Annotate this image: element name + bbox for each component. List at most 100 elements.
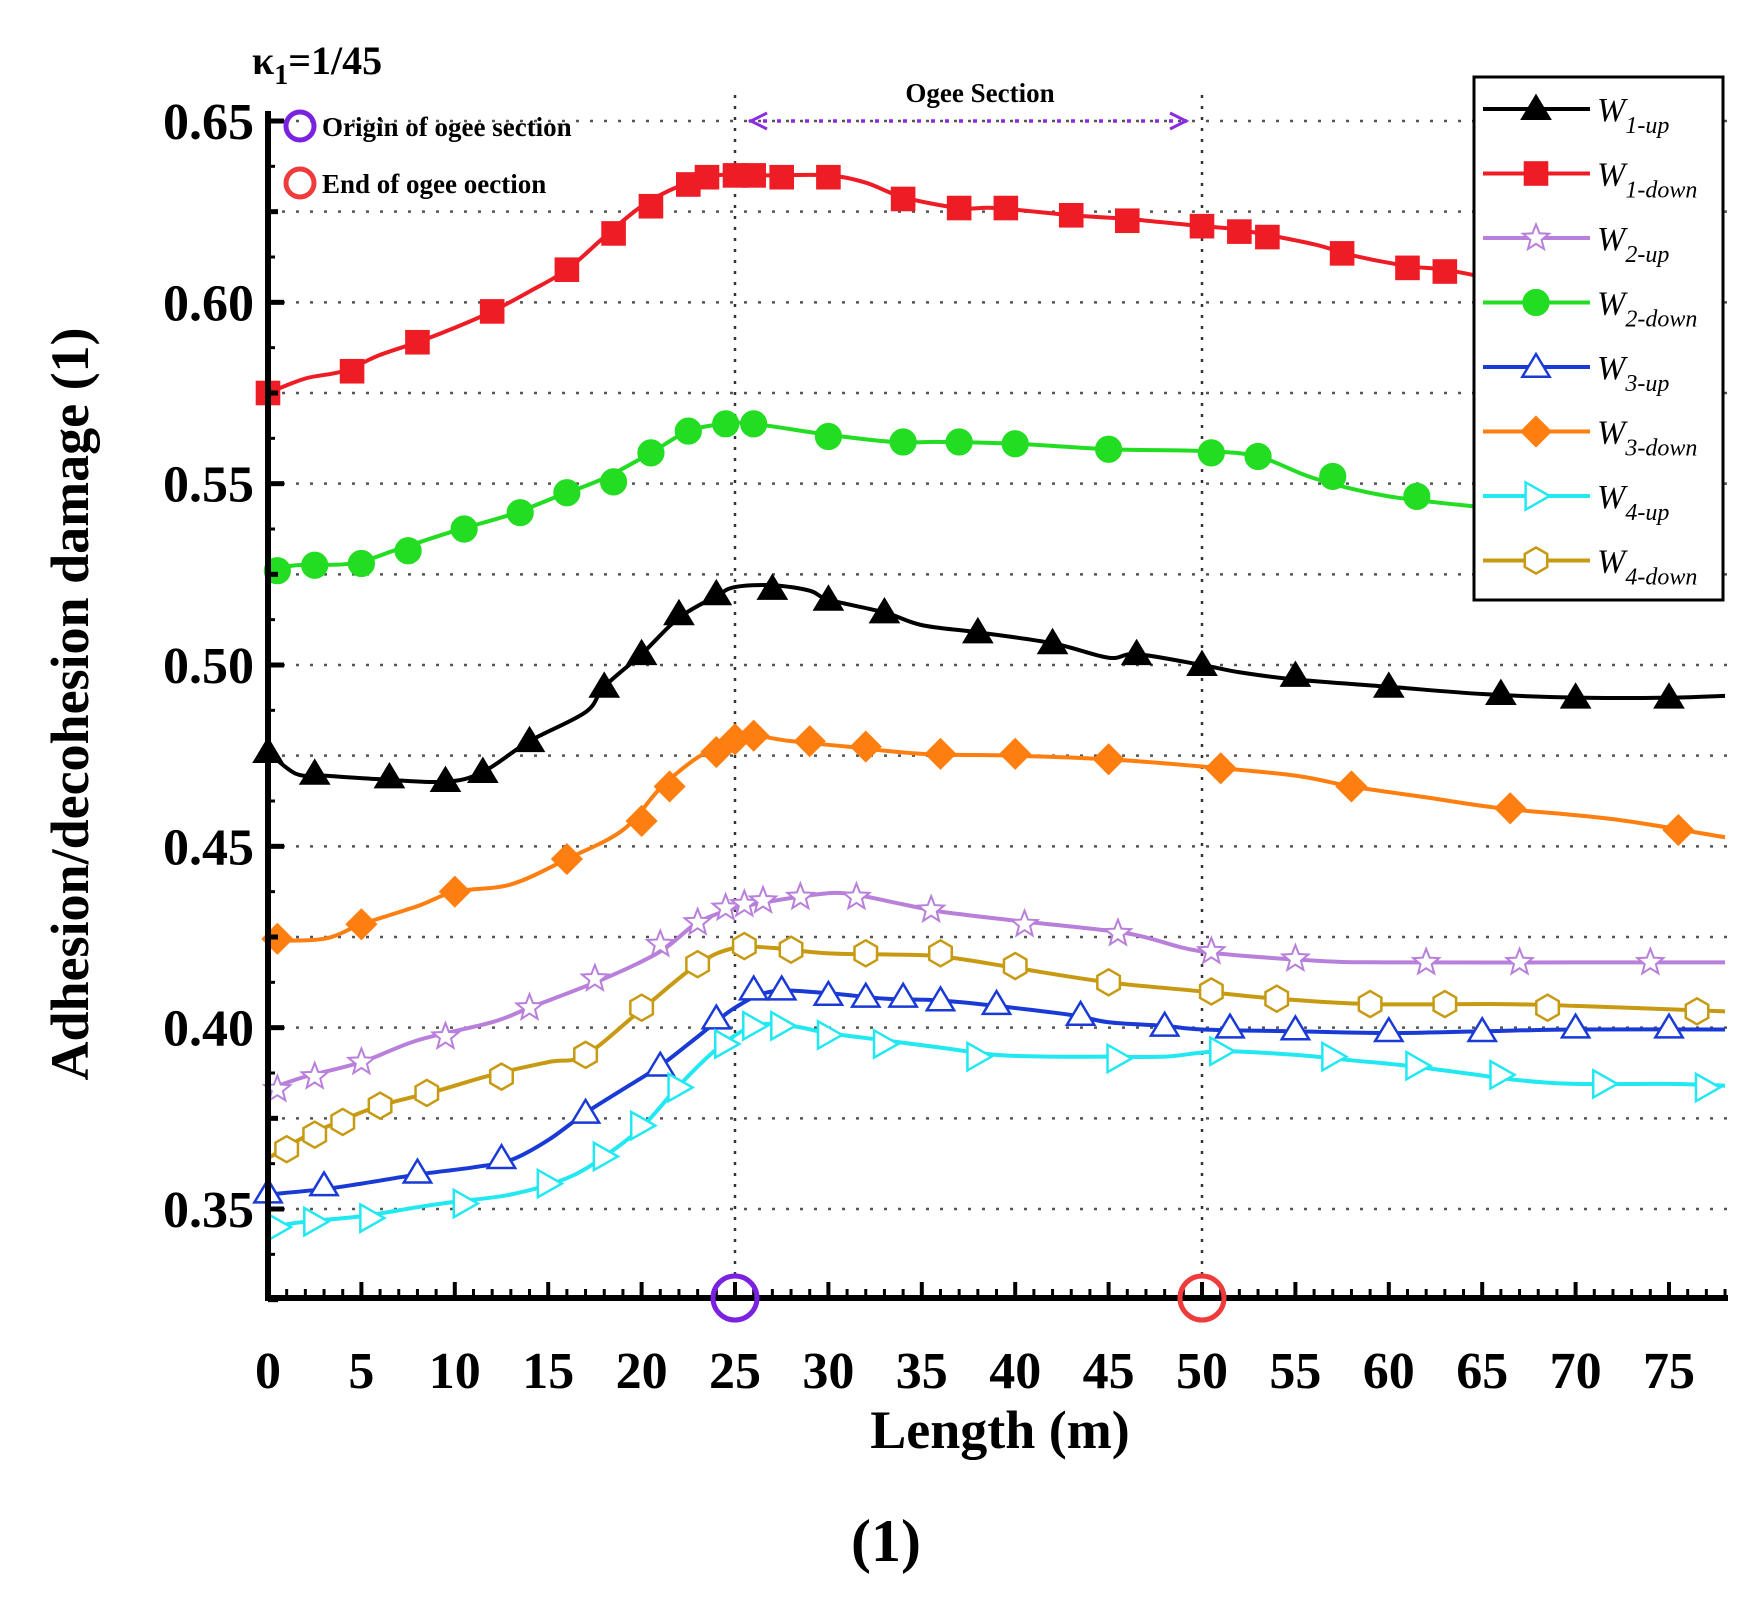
data-point-W4-up xyxy=(667,1071,696,1104)
x-tick-label: 60 xyxy=(1363,1343,1415,1400)
data-point-W2-down xyxy=(1319,462,1347,491)
data-point-W1-up xyxy=(513,725,546,753)
data-point-W4-up xyxy=(770,1010,798,1042)
data-point-W1-up xyxy=(663,598,695,626)
data-point-W2-down xyxy=(450,515,478,543)
data-point-W3-up xyxy=(887,981,919,1008)
data-point-W3-up xyxy=(924,985,957,1012)
data-point-W4-down xyxy=(1432,989,1458,1019)
data-point-W1-up xyxy=(1372,671,1405,698)
data-point-W3-up xyxy=(1466,1015,1499,1043)
series-W4-down xyxy=(266,931,1726,1164)
x-tick-label: 25 xyxy=(709,1343,761,1400)
data-point-W4-down xyxy=(1357,989,1383,1019)
x-tick-label: 10 xyxy=(429,1343,481,1400)
data-point-W2-down xyxy=(1244,442,1272,471)
data-point-W4-up xyxy=(536,1167,565,1200)
origin-annotation: Origin of ogee section xyxy=(283,109,572,143)
data-point-W4-down xyxy=(731,931,757,961)
data-point-W2-down xyxy=(814,422,843,451)
data-point-W4-up xyxy=(592,1140,621,1173)
series-W3-up xyxy=(252,974,1726,1204)
data-point-W1-down xyxy=(946,195,972,221)
data-point-W1-down xyxy=(890,186,916,212)
data-point-W3-down xyxy=(700,735,733,769)
data-point-W4-down xyxy=(274,1134,300,1164)
data-point-W3-down xyxy=(550,842,583,876)
x-tick-label: 75 xyxy=(1643,1343,1695,1400)
x-tick-label: 40 xyxy=(989,1343,1041,1400)
data-point-W4-up xyxy=(1694,1071,1723,1104)
legend-label: W3-up xyxy=(1597,350,1669,397)
data-point-W2-down xyxy=(674,417,702,445)
data-point-W1-up xyxy=(625,638,658,666)
legend-label: W3-down xyxy=(1597,415,1697,462)
data-point-W3-up xyxy=(1148,1010,1181,1037)
end-annotation: End of ogee oection xyxy=(283,166,546,200)
data-point-W2-up xyxy=(429,1020,462,1051)
data-point-W1-down xyxy=(638,193,664,219)
data-point-W1-down xyxy=(405,329,430,355)
series-line-W4-down xyxy=(266,944,1726,1160)
y-tick-label: 0.65 xyxy=(163,94,254,151)
data-point-W4-up xyxy=(629,1109,658,1142)
series-line-W3-up xyxy=(267,988,1726,1197)
data-point-W1-up xyxy=(466,756,499,783)
data-point-W4-down xyxy=(1264,984,1290,1014)
x-tick-label: 0 xyxy=(255,1343,281,1400)
data-point-W2-up xyxy=(1410,945,1442,976)
data-point-W3-up xyxy=(812,979,845,1007)
legend-label: W2-up xyxy=(1597,221,1669,268)
panel-label: (1) xyxy=(851,1508,921,1574)
data-point-W3-down xyxy=(625,804,658,838)
data-point-W1-down xyxy=(1058,202,1084,228)
data-point-W1-down xyxy=(694,164,720,190)
y-tick-label: 0.55 xyxy=(163,457,254,514)
legend-item-W4-down: W4-down xyxy=(1483,544,1697,591)
x-tick-label: 20 xyxy=(616,1343,668,1400)
data-point-W3-up xyxy=(849,981,882,1008)
legend-item-W2-down: W2-down xyxy=(1483,286,1697,333)
data-point-W2-up xyxy=(784,880,817,911)
data-point-W1-up xyxy=(298,758,331,785)
series-line-W1-up xyxy=(266,582,1726,785)
data-point-W2-down xyxy=(263,557,291,585)
data-point-W3-up xyxy=(401,1157,434,1184)
x-tick-label: 70 xyxy=(1550,1343,1602,1400)
data-point-W1-up xyxy=(700,578,733,606)
series-line-W4-up xyxy=(267,1021,1726,1230)
data-point-W4-up xyxy=(1489,1059,1518,1091)
data-point-W4-up xyxy=(1405,1049,1434,1082)
data-point-W4-down xyxy=(778,935,804,965)
data-point-W1-down xyxy=(816,164,841,190)
data-point-W1-up xyxy=(1186,649,1218,676)
legend-label: W2-down xyxy=(1597,286,1697,333)
data-point-W4-down xyxy=(1096,967,1122,997)
data-point-W4-up xyxy=(1209,1035,1237,1068)
data-point-W3-up xyxy=(569,1097,602,1124)
data-point-W2-down xyxy=(394,537,422,565)
data-point-W3-up xyxy=(980,988,1013,1016)
ogee-section-markers xyxy=(733,95,1204,1298)
data-point-W1-up xyxy=(1485,678,1517,706)
data-point-W3-up xyxy=(1279,1014,1312,1041)
legend-marker xyxy=(1520,351,1552,378)
data-point-W3-down xyxy=(793,725,826,758)
data-point-W4-down xyxy=(1535,993,1561,1023)
data-point-W2-down xyxy=(301,551,329,579)
chart-title: κ1=1/45 xyxy=(252,38,382,91)
data-point-W4-up xyxy=(452,1187,481,1220)
data-point-W2-up xyxy=(1195,935,1227,965)
end-annotation-icon xyxy=(283,166,317,200)
data-point-W1-up xyxy=(1653,682,1685,709)
series-W3-down xyxy=(261,719,1726,955)
data-point-W1-up xyxy=(1120,638,1153,666)
data-point-W3-up xyxy=(1064,999,1097,1026)
series-W2-down xyxy=(263,410,1502,585)
data-point-W4-down xyxy=(1684,996,1710,1026)
data-point-W4-down xyxy=(488,1062,515,1092)
data-point-W3-up xyxy=(308,1169,340,1197)
legend-label: W4-down xyxy=(1597,544,1697,591)
data-point-W2-down xyxy=(1095,435,1123,463)
